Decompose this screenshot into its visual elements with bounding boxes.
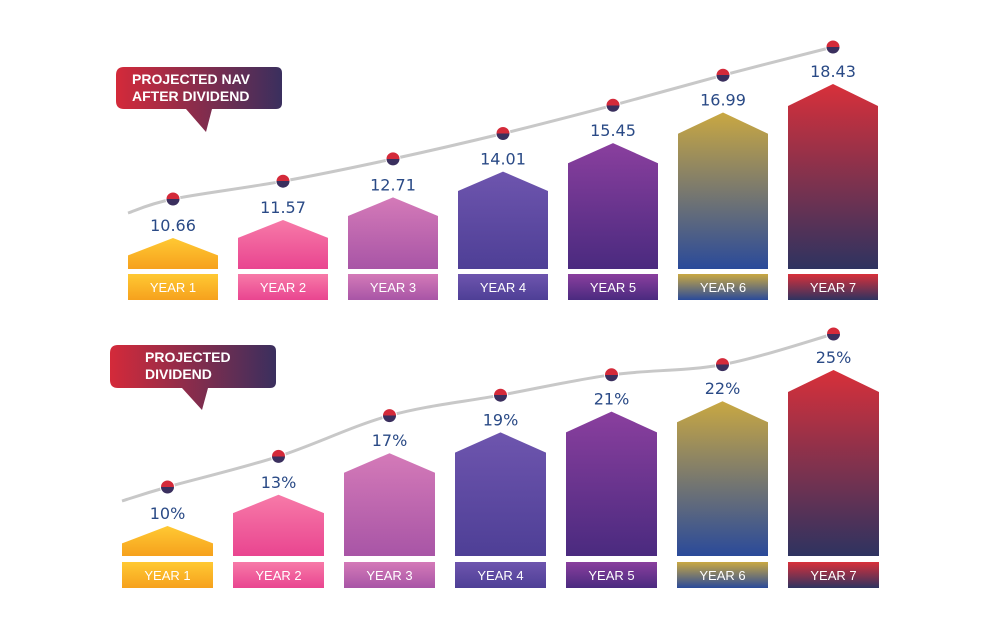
dividend-chart-year-band <box>788 562 879 588</box>
dividend-chart-trend-point <box>271 448 286 464</box>
dividend-chart-year-band <box>566 562 657 588</box>
nav-chart-trend-point <box>495 126 511 141</box>
dividend-chart-year-band <box>122 562 213 588</box>
nav-chart-trend-point <box>605 97 621 113</box>
dividend-chart-bar <box>455 432 546 556</box>
dividend-chart-year-label: YEAR 4 <box>477 568 523 583</box>
nav-chart-trend-point <box>825 39 841 55</box>
dividend-chart-year-band <box>344 562 435 588</box>
nav-chart-year-label: YEAR 4 <box>480 280 526 295</box>
nav-chart-trend-point <box>385 151 401 167</box>
dividend-chart-year-label: YEAR 2 <box>255 568 301 583</box>
dividend-chart-trend-point <box>715 357 730 373</box>
dividend-chart-year-label: YEAR 7 <box>810 568 856 583</box>
dividend-chart-year-band <box>677 562 768 588</box>
dividend-chart-year-label: YEAR 6 <box>699 568 745 583</box>
nav-chart-bar <box>678 112 768 269</box>
nav-chart-value-label: 18.43 <box>810 62 856 81</box>
dividend-chart-trend-point <box>826 326 841 342</box>
nav-chart-bar <box>568 143 658 269</box>
nav-chart-year-label: YEAR 2 <box>260 280 306 295</box>
nav-chart-year-label: YEAR 6 <box>700 280 746 295</box>
dividend-chart-value-label: 25% <box>816 348 852 367</box>
dividend-chart-dots <box>160 326 841 495</box>
nav-chart-bar <box>788 84 878 269</box>
dividend-chart-bar <box>122 526 213 556</box>
nav-chart-bar <box>458 171 548 269</box>
dividend-chart-value-label: 10% <box>150 504 186 523</box>
dividend-chart-year-label: YEAR 5 <box>588 568 634 583</box>
nav-chart-title-line-1: PROJECTED NAV <box>132 71 251 87</box>
dividend-chart-year-label: YEAR 1 <box>144 568 190 583</box>
nav-chart-trend-point <box>715 67 731 83</box>
dividend-chart-bar <box>788 370 879 556</box>
nav-chart-year-band <box>238 274 328 300</box>
nav-chart-title-line-2: AFTER DIVIDEND <box>132 88 249 104</box>
dividend-chart-value-label: 21% <box>594 390 630 409</box>
nav-chart-dots <box>165 39 841 207</box>
dividend-chart-bar <box>344 453 435 556</box>
dividend-chart-year-band <box>233 562 324 588</box>
dividend-chart-value-label: 13% <box>261 473 297 492</box>
dividend-chart-year-band <box>455 562 546 588</box>
nav-chart-year-band <box>788 274 878 300</box>
nav-chart-value-label: 12.71 <box>370 175 416 194</box>
dividend-chart-year-label: YEAR 3 <box>366 568 412 583</box>
dividend-chart-bar <box>677 401 768 556</box>
nav-chart-value-label: 11.57 <box>260 198 306 217</box>
nav-chart-year-band <box>348 274 438 300</box>
nav-chart-bar <box>348 197 438 269</box>
dividend-chart-title-bubble: PROJECTED DIVIDEND <box>110 345 276 410</box>
nav-chart-trend-point <box>165 191 181 207</box>
nav-chart: YEAR 1 10.66 YEAR 2 11.57 YEAR 3 12.71 YEAR 4 1… <box>116 39 878 300</box>
dividend-chart-value-label: 17% <box>372 431 408 450</box>
dividend-chart-trend-point <box>160 479 175 495</box>
dividend-chart-bar <box>233 494 324 556</box>
nav-chart-bars: YEAR 1 10.66 YEAR 2 11.57 YEAR 3 12.71 YEAR 4 1… <box>128 62 878 300</box>
dividend-chart-title-line-2: DIVIDEND <box>145 366 212 382</box>
nav-chart-title-bubble: PROJECTED NAV AFTER DIVIDEND <box>116 67 282 132</box>
dividend-chart-bar <box>566 411 657 556</box>
dividend-chart-value-label: 22% <box>705 379 741 398</box>
nav-chart-year-band <box>568 274 658 300</box>
dividend-chart: YEAR 1 10% YEAR 2 13% YEAR 3 17% YEAR 4 19% YEAR… <box>110 326 879 588</box>
nav-chart-year-band <box>128 274 218 300</box>
nav-chart-title-bubble-shape <box>116 67 282 132</box>
dividend-chart-bars: YEAR 1 10% YEAR 2 13% YEAR 3 17% YEAR 4 19% YEAR… <box>122 348 879 588</box>
nav-chart-year-label: YEAR 3 <box>370 280 416 295</box>
nav-chart-value-label: 10.66 <box>150 216 196 235</box>
nav-chart-year-label: YEAR 5 <box>590 280 636 295</box>
nav-chart-year-label: YEAR 1 <box>150 280 196 295</box>
nav-chart-bar <box>128 238 218 269</box>
nav-chart-value-label: 14.01 <box>480 150 526 169</box>
nav-chart-year-label: YEAR 7 <box>810 280 856 295</box>
dividend-chart-title-line-1: PROJECTED <box>145 349 231 365</box>
dividend-chart-title-bubble-shape <box>110 345 276 410</box>
dividend-chart-trend-point <box>493 387 508 403</box>
nav-chart-year-band <box>458 274 548 300</box>
nav-chart-value-label: 15.45 <box>590 121 636 140</box>
nav-chart-bar <box>238 220 328 269</box>
nav-chart-year-band <box>678 274 768 300</box>
dividend-chart-value-label: 19% <box>483 410 519 429</box>
dividend-chart-trend-point <box>604 367 619 383</box>
nav-chart-value-label: 16.99 <box>700 91 746 110</box>
nav-chart-trend-point <box>275 173 291 189</box>
dividend-chart-trend-point <box>382 408 397 424</box>
